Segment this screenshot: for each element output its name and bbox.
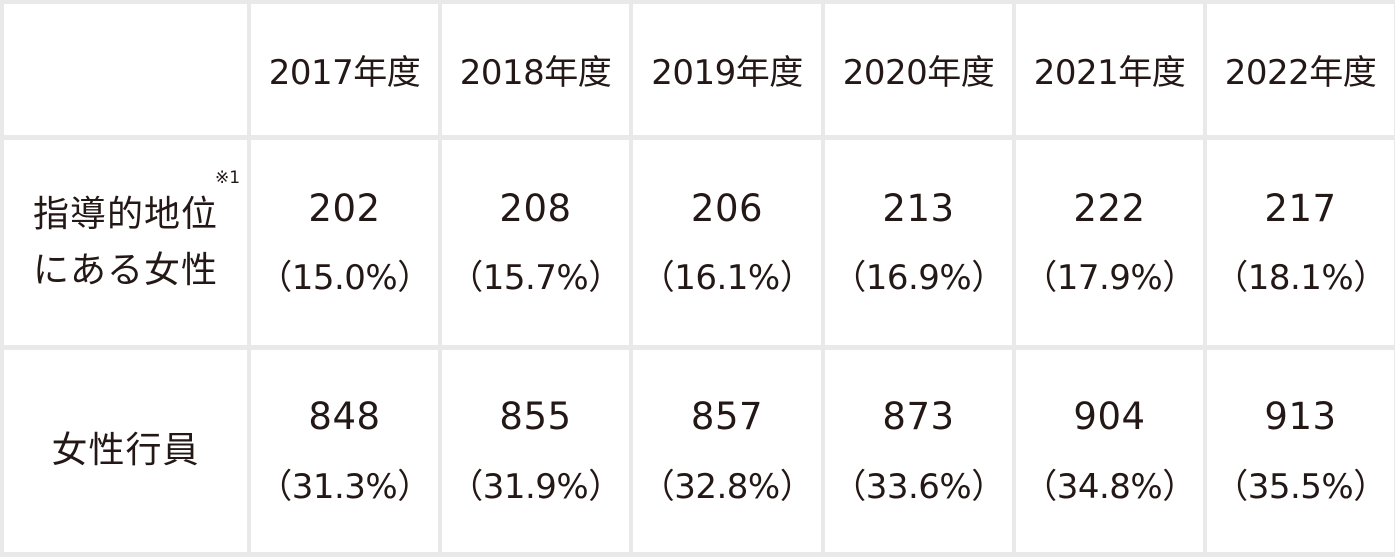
table-cell: 855 （31.9%）	[442, 350, 629, 552]
table-cell: 913 （35.5%）	[1207, 350, 1394, 552]
cell-percent: （15.7%）	[449, 258, 622, 299]
cell-count: 208	[499, 186, 572, 230]
cell-percent: （15.0%）	[258, 258, 431, 299]
cell-count: 913	[1264, 395, 1337, 439]
header-year-2021: 2021年度	[1016, 4, 1203, 135]
cell-count: 202	[308, 186, 381, 230]
cell-count: 873	[882, 395, 955, 439]
header-empty-cell	[4, 4, 247, 135]
row-header-line: 女性行員	[51, 430, 200, 472]
cell-count: 904	[1073, 395, 1146, 439]
cell-percent: （35.5%）	[1214, 466, 1387, 507]
cell-percent: （18.1%）	[1214, 258, 1387, 299]
cell-count: 857	[690, 395, 764, 439]
header-year-2020: 2020年度	[825, 4, 1012, 135]
cell-count: 217	[1264, 186, 1337, 230]
header-year-2018: 2018年度	[442, 4, 629, 135]
footnote-marker: ※1	[215, 168, 241, 188]
row-header-line: にある女性	[32, 249, 218, 291]
cell-percent: （16.1%）	[640, 258, 814, 299]
cell-count: 855	[499, 395, 572, 439]
cell-percent: （34.8%）	[1023, 466, 1196, 507]
table-cell: 217 （18.1%）	[1207, 140, 1394, 345]
table-cell: 213 （16.9%）	[825, 140, 1012, 345]
cell-percent: （31.9%）	[449, 466, 622, 507]
table-cell: 206 （16.1%）	[633, 140, 821, 345]
row-header-female-employees: 女性行員	[4, 350, 247, 552]
header-year-2022: 2022年度	[1207, 4, 1394, 135]
cell-percent: （33.6%）	[832, 466, 1005, 507]
cell-percent: （17.9%）	[1023, 258, 1196, 299]
table-cell: 202 （15.0%）	[251, 140, 438, 345]
cell-count: 848	[308, 395, 381, 439]
table-cell: 873 （33.6%）	[825, 350, 1012, 552]
row-header-line: 指導的地位	[32, 193, 218, 235]
cell-count: 222	[1073, 186, 1146, 230]
cell-percent: （32.8%）	[640, 466, 814, 507]
header-year-2019: 2019年度	[633, 4, 821, 135]
cell-count: 206	[690, 186, 764, 230]
cell-percent: （31.3%）	[258, 466, 431, 507]
header-year-2017: 2017年度	[251, 4, 438, 135]
row-header-women-leaders: 指導的地位 にある女性 ※1	[4, 140, 247, 345]
table-cell: 848 （31.3%）	[251, 350, 438, 552]
cell-count: 213	[882, 186, 955, 230]
cell-percent: （16.9%）	[832, 258, 1005, 299]
table-cell: 904 （34.8%）	[1016, 350, 1203, 552]
table-cell: 208 （15.7%）	[442, 140, 629, 345]
table-cell: 222 （17.9%）	[1016, 140, 1203, 345]
table-cell: 857 （32.8%）	[633, 350, 821, 552]
